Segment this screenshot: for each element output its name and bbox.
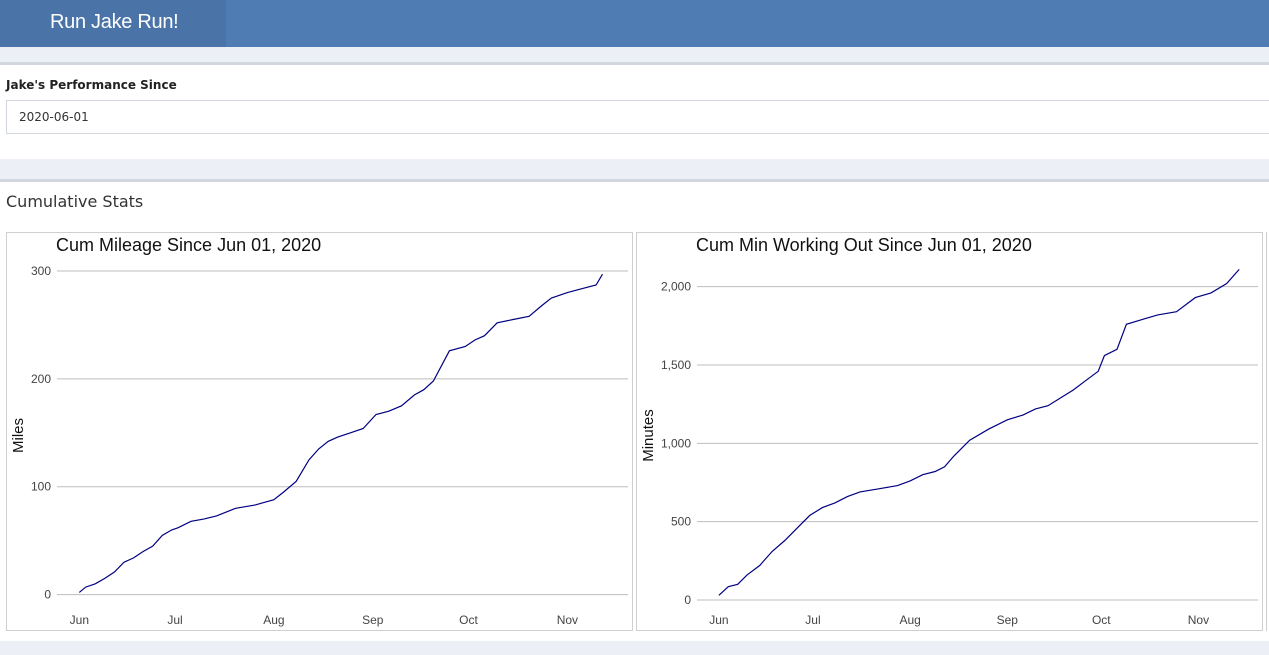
y-tick-label: 2,000: [661, 280, 691, 294]
y-axis-label: Minutes: [640, 409, 657, 462]
x-tick-label: Oct: [1092, 613, 1111, 627]
x-tick-label: Aug: [263, 613, 284, 627]
date-filter-label: Jake's Performance Since: [6, 78, 177, 92]
y-tick-label: 200: [31, 372, 51, 386]
series-line: [78, 273, 604, 593]
next-chart-edge: [1266, 232, 1269, 631]
y-tick-label: 1,500: [661, 358, 691, 372]
y-tick-label: 100: [31, 480, 51, 494]
date-filter-input[interactable]: [6, 100, 1269, 134]
y-axis-label: Miles: [10, 418, 27, 453]
x-tick-label: Jun: [70, 613, 89, 627]
x-tick-label: Sep: [997, 613, 1019, 627]
x-tick-label: Aug: [899, 613, 920, 627]
series-line: [718, 269, 1240, 596]
y-tick-label: 300: [31, 264, 51, 278]
filter-card: Jake's Performance Since: [0, 62, 1269, 159]
y-tick-label: 0: [44, 588, 51, 602]
top-navbar: Run Jake Run!: [0, 0, 1269, 47]
stats-card-title: Cumulative Stats: [6, 192, 144, 211]
mileage-chart-svg: Cum Mileage Since Jun 01, 2020 Miles 0 100 2…: [10, 235, 628, 627]
x-tick-label: Sep: [362, 613, 384, 627]
x-tick-label: Nov: [557, 613, 578, 627]
stats-card: Cumulative Stats Cum Mileage Since Jun 0…: [0, 179, 1269, 641]
chart-title: Cum Mileage Since Jun 01, 2020: [56, 235, 321, 255]
app-brand[interactable]: Run Jake Run!: [0, 0, 226, 47]
y-tick-label: 500: [671, 515, 691, 529]
x-tick-label: Jul: [167, 613, 182, 627]
x-tick-label: Oct: [459, 613, 478, 627]
x-tick-label: Nov: [1188, 613, 1209, 627]
mileage-chart: Cum Mileage Since Jun 01, 2020 Miles 0 100 2…: [6, 232, 633, 631]
y-tick-label: 0: [684, 593, 691, 607]
y-tick-label: 1,000: [661, 436, 691, 450]
x-tick-label: Jul: [805, 613, 820, 627]
minutes-chart: Cum Min Working Out Since Jun 01, 2020 Mi…: [636, 232, 1263, 631]
minutes-chart-svg: Cum Min Working Out Since Jun 01, 2020 Mi…: [640, 235, 1258, 627]
x-tick-label: Jun: [709, 613, 728, 627]
chart-title: Cum Min Working Out Since Jun 01, 2020: [696, 235, 1032, 255]
